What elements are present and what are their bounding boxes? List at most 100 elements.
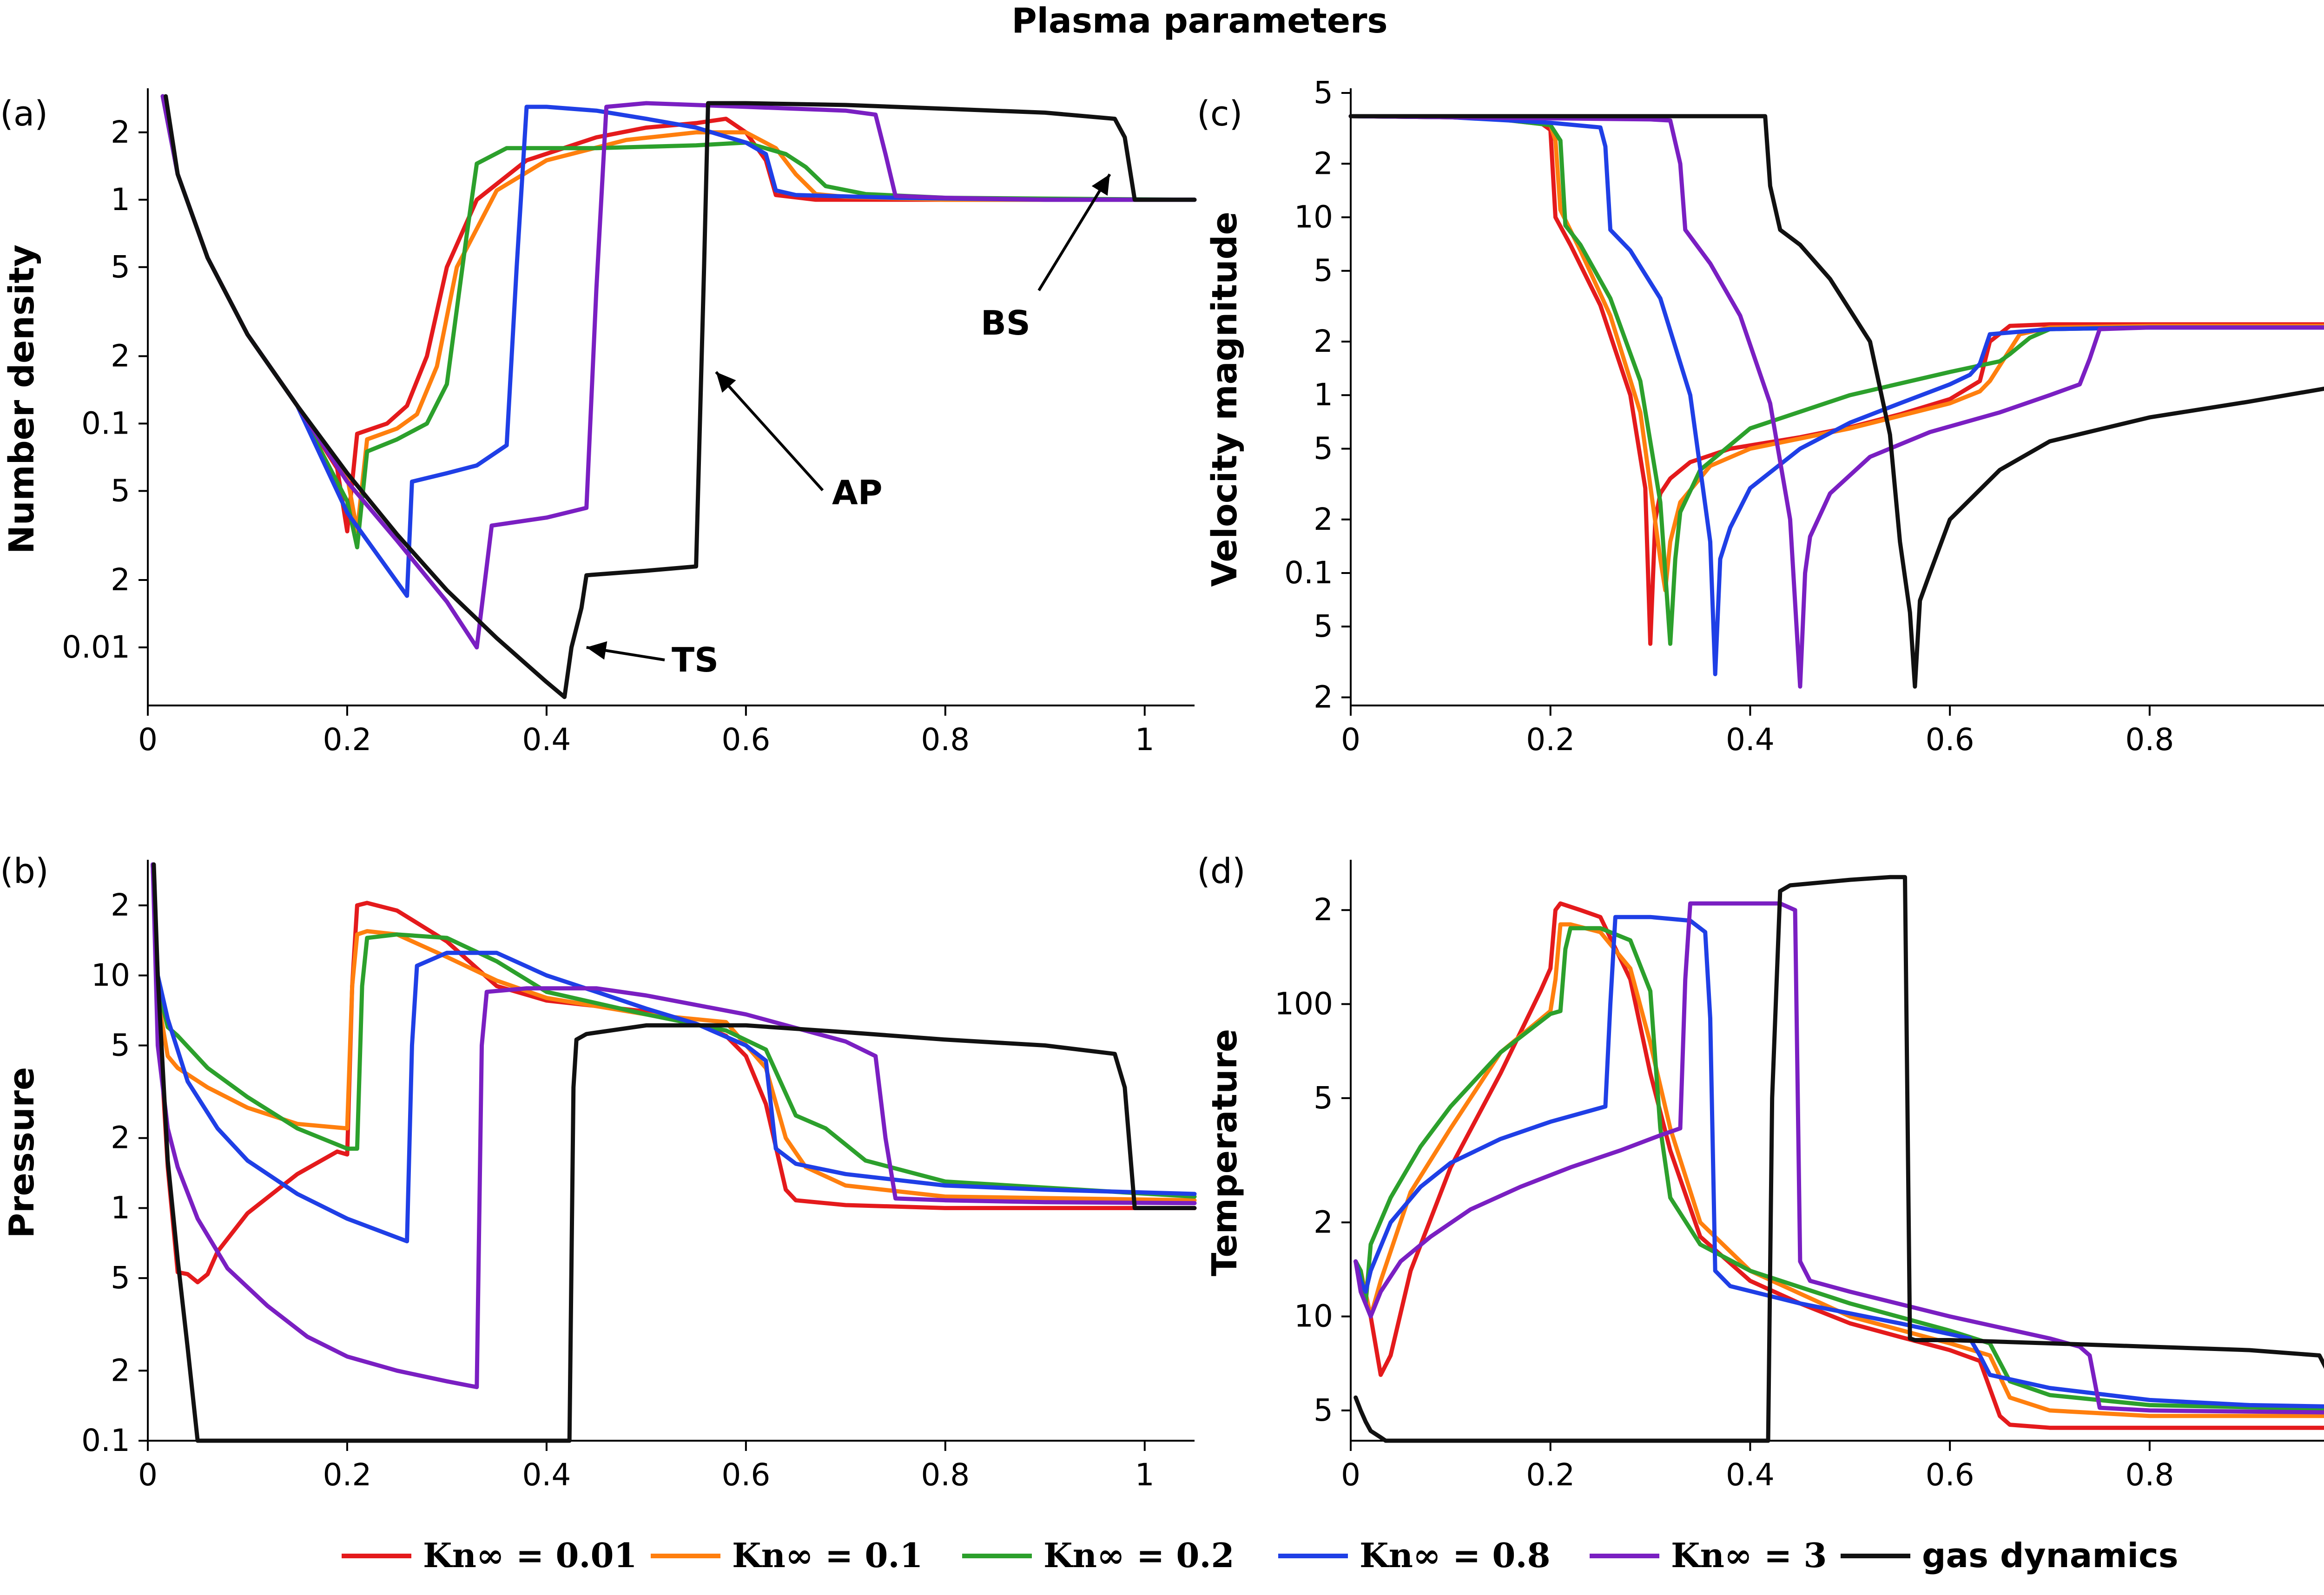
series-line-kn-0.1: [160, 94, 1197, 534]
x-tick-label: 0.2: [1526, 722, 1575, 758]
y-tick-label: 2: [111, 338, 130, 374]
legend-label: Kn∞ = 0.2: [1043, 1536, 1235, 1575]
legend-label: gas dynamics: [1922, 1536, 2179, 1575]
y-tick-label: 5: [111, 473, 130, 508]
y-tick-label: 0.1: [81, 405, 130, 441]
annotation-arrowhead: [586, 641, 607, 660]
x-tick-label: 0.8: [2125, 722, 2174, 758]
legend-label: Kn∞ = 0.8: [1360, 1536, 1551, 1575]
series-line-kn-0.01: [160, 94, 1197, 534]
x-tick-label: 1: [1135, 1457, 1155, 1493]
series-line-kn-0.2: [1348, 114, 2324, 646]
x-tick-label: 0.4: [1726, 1457, 1775, 1493]
x-tick-label: 1: [1135, 722, 1155, 758]
legend-entry: Kn∞ = 0.2: [962, 1536, 1235, 1575]
y-tick-label: 0.1: [1284, 555, 1333, 591]
series-line-kn-0.8: [1353, 915, 2324, 1409]
panel-b: (b) Pressure 0 0.2 0.4 0.6 0.8 1 0.1 2 5 1 2 5 10 2: [0, 851, 1197, 1493]
x-tick-label: 0: [138, 1457, 158, 1493]
y-axis-label: Temperature: [1205, 1029, 1245, 1276]
series-line-kn-0.1: [1348, 114, 2324, 593]
y-tick-label: 2: [1314, 892, 1333, 928]
x-tick-label: 0.8: [921, 1457, 970, 1493]
legend-entry: Kn∞ = 0.1: [651, 1536, 923, 1575]
x-tick-label: 0.6: [1926, 722, 1974, 758]
series-line-kn-0.8: [160, 94, 1197, 598]
figure-title: Plasma parameters: [1011, 1, 1387, 41]
y-tick-label: 2: [111, 1120, 130, 1156]
annotation-arrow: [715, 371, 824, 492]
x-tick-label: 0: [1341, 1457, 1360, 1493]
series-line-kn-0.8: [151, 862, 1197, 1244]
y-axis-label: Velocity magnitude: [1205, 211, 1245, 587]
y-tick-label: 0.1: [81, 1423, 130, 1458]
y-tick-label: 5: [1314, 1392, 1333, 1428]
panel-tag: (a): [0, 94, 48, 134]
x-tick-label: 0.2: [323, 722, 371, 758]
series-line-kn-0.2: [151, 862, 1197, 1199]
x-tick-label: 0.8: [921, 722, 970, 758]
y-tick-label: 2: [1314, 1204, 1333, 1240]
y-tick-label: 2: [111, 562, 130, 598]
y-tick-label: 5: [1314, 1080, 1333, 1116]
legend-entry: Kn∞ = 0.8: [1278, 1536, 1551, 1575]
y-tick-label: 5: [111, 249, 130, 285]
y-tick-label: 1: [111, 1190, 130, 1226]
series-line-gas-dynamics: [1353, 875, 2324, 1443]
y-tick-label: 2: [111, 887, 130, 923]
series-line-kn-3: [1353, 901, 2324, 1415]
y-tick-label: 10: [1294, 199, 1333, 235]
y-tick-label: 100: [1274, 986, 1333, 1022]
y-tick-label: 5: [1314, 430, 1333, 466]
series-line-kn-3: [151, 862, 1197, 1390]
x-tick-label: 0.2: [1526, 1457, 1575, 1493]
series-line-kn-0.01: [1348, 114, 2324, 646]
y-tick-label: 5: [1314, 253, 1333, 289]
series-line-kn-0.01: [151, 862, 1197, 1285]
y-tick-label: 2: [111, 1352, 130, 1388]
legend-label: Kn∞ = 3: [1671, 1536, 1827, 1575]
y-tick-label: 5: [111, 1260, 130, 1296]
y-tick-label: 1: [111, 182, 130, 218]
y-axis-label: Number density: [2, 244, 42, 554]
annotation-ap: AP: [715, 371, 883, 512]
x-tick-label: 0.6: [1926, 1457, 1974, 1493]
y-tick-label: 0.01: [62, 629, 130, 665]
x-tick-label: 0.6: [721, 1457, 770, 1493]
legend-entry: Kn∞ = 0.01: [342, 1536, 637, 1575]
y-axis-label: Pressure: [2, 1067, 42, 1238]
panel-tag: (d): [1197, 851, 1246, 891]
y-tick-label: 10: [1294, 1298, 1333, 1334]
y-tick-label: 2: [1314, 501, 1333, 537]
series-line-kn-0.1: [151, 862, 1197, 1203]
annotation-bs: BS: [981, 173, 1111, 343]
y-tick-label: 10: [91, 957, 130, 993]
series-line-kn-3: [1348, 114, 2324, 689]
x-tick-label: 0.2: [323, 1457, 371, 1493]
annotation-label: BS: [981, 303, 1030, 343]
x-tick-label: 0.4: [522, 1457, 571, 1493]
series-line-kn-0.8: [1348, 114, 2324, 677]
x-tick-label: 0.6: [721, 722, 770, 758]
series-line-kn-3: [160, 94, 1197, 650]
x-tick-label: 0: [138, 722, 158, 758]
series-line-gas-dynamics: [164, 94, 1197, 699]
series-line-kn-0.01: [1353, 901, 2324, 1430]
series-line-kn-0.1: [1353, 922, 2324, 1418]
y-tick-label: 2: [1314, 679, 1333, 715]
x-tick-label: 0.4: [1726, 722, 1775, 758]
series-line-gas-dynamics: [1348, 114, 2324, 689]
y-tick-label: 5: [1314, 75, 1333, 111]
y-tick-label: 5: [1314, 608, 1333, 644]
x-tick-label: 0.4: [522, 722, 571, 758]
legend: Kn∞ = 0.01 Kn∞ = 0.1 Kn∞ = 0.2 Kn∞ = 0.8 Kn∞…: [342, 1536, 2179, 1575]
panel-tag: (b): [0, 851, 49, 891]
y-tick-label: 2: [111, 114, 130, 150]
legend-entry: gas dynamics: [1841, 1536, 2179, 1575]
legend-entry: Kn∞ = 3: [1590, 1536, 1827, 1575]
y-tick-label: 2: [1314, 323, 1333, 359]
panel-tag: (c): [1197, 94, 1242, 134]
panel-a: (a) Number density 0 0.2 0.4 0.6 0.8 1 0.01 2 5 0.1…: [0, 88, 1197, 758]
